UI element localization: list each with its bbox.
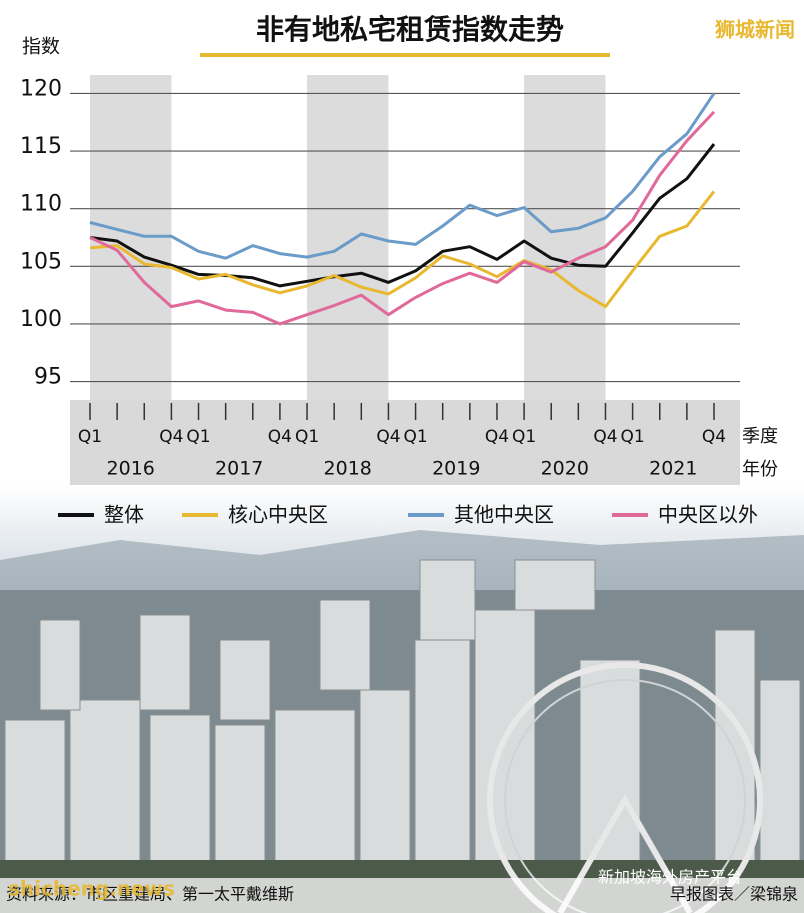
legend-label: 整体 xyxy=(104,503,144,527)
year-label: 2021 xyxy=(649,458,697,480)
x-tick-label: Q1 xyxy=(78,427,102,447)
x-tick-label: Q4 xyxy=(702,427,726,447)
y-tick-label: 95 xyxy=(34,365,62,390)
y-tick-label: 100 xyxy=(20,307,62,332)
series-line xyxy=(89,143,716,288)
source: 资料来源：市区重建局、第一太平戴维斯 xyxy=(6,885,294,904)
legend-label: 核心中央区 xyxy=(228,503,328,527)
legend-label: 其他中央区 xyxy=(454,503,554,527)
x-tick-label: Q1 xyxy=(621,427,645,447)
series-line xyxy=(89,190,716,309)
series-line xyxy=(89,110,716,326)
year-label: 2019 xyxy=(432,458,480,480)
x-tick-label: Q1 xyxy=(186,427,210,447)
x-tick-label: Q4 xyxy=(159,427,183,447)
y-tick-label: 110 xyxy=(20,192,62,217)
legend-label: 中央区以外 xyxy=(658,503,758,527)
year-axis-label: 年份 xyxy=(742,459,778,480)
x-tick-label: Q4 xyxy=(593,427,617,447)
chart-title: 非有地私宅租赁指数走势 xyxy=(256,13,564,46)
series-line xyxy=(89,92,716,260)
x-tick-label: Q1 xyxy=(512,427,536,447)
platform-watermark: 新加坡海外房产平台 xyxy=(598,868,742,887)
year-label: 2016 xyxy=(107,458,155,480)
x-tick-label: Q1 xyxy=(295,427,319,447)
title-underline xyxy=(200,53,610,57)
site-watermark: shicheng.news xyxy=(8,877,175,901)
y-axis-label: 指数 xyxy=(22,36,60,58)
y-tick-label: 115 xyxy=(20,134,62,159)
x-tick-label: Q4 xyxy=(268,427,292,447)
x-tick-label: Q1 xyxy=(403,427,427,447)
year-shade xyxy=(524,75,606,400)
x-tick-label: Q4 xyxy=(485,427,509,447)
year-label: 2020 xyxy=(541,458,589,480)
year-label: 2018 xyxy=(324,458,372,480)
y-tick-label: 105 xyxy=(20,249,62,274)
year-label: 2017 xyxy=(215,458,263,480)
photo xyxy=(0,485,804,913)
x-axis-label: 季度 xyxy=(742,426,778,447)
watermark: 狮城新闻 xyxy=(715,18,795,42)
x-axis-band xyxy=(70,400,740,485)
x-tick-label: Q4 xyxy=(376,427,400,447)
footer-strip xyxy=(0,878,804,913)
credit: 早报图表／梁锦泉 xyxy=(670,885,798,904)
y-tick-label: 120 xyxy=(20,76,62,101)
